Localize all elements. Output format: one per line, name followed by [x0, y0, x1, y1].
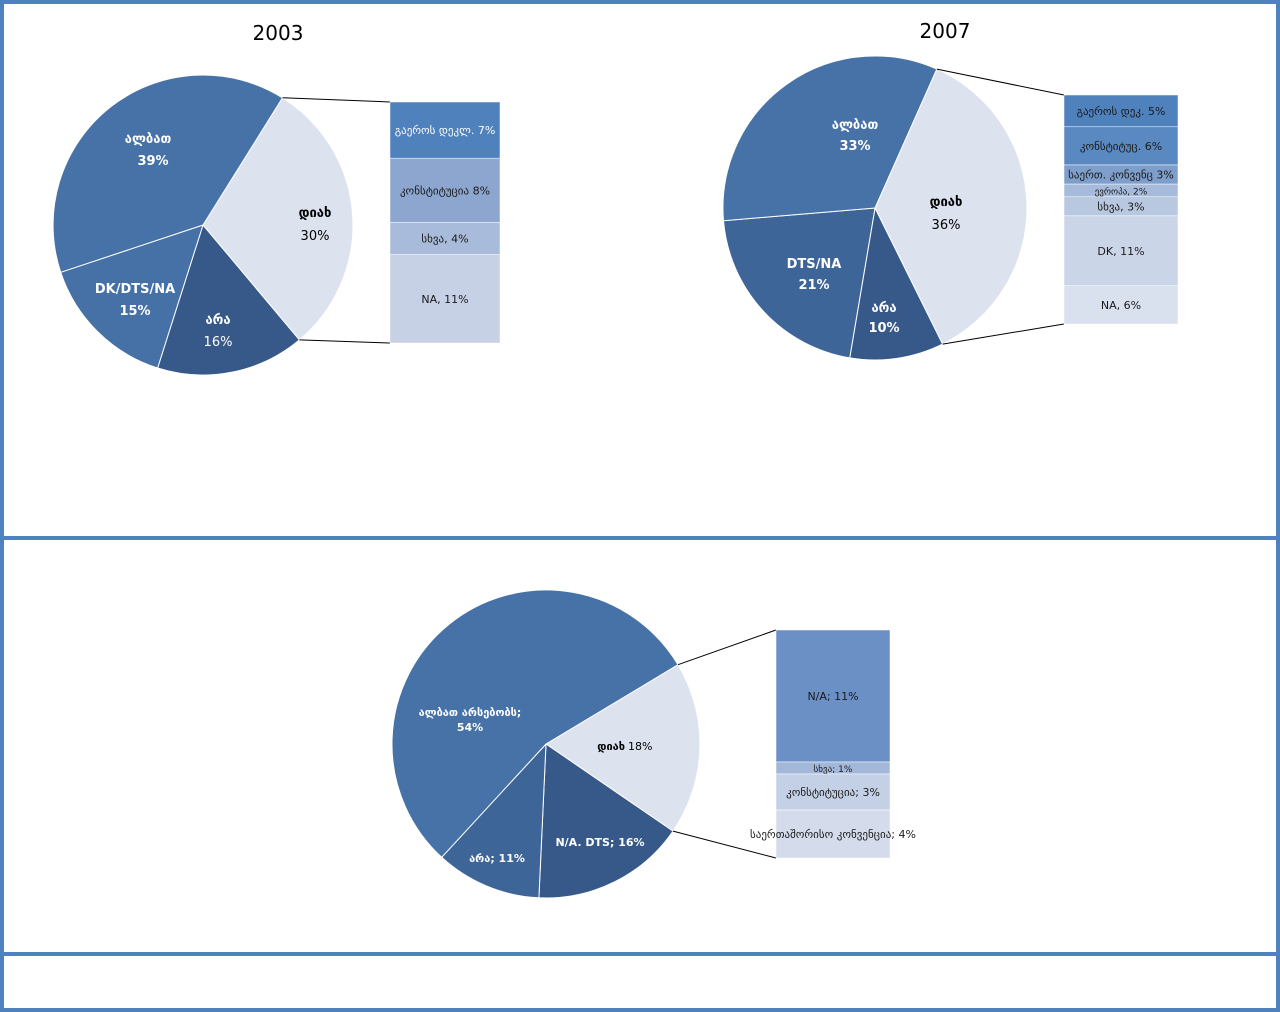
connector-line: [942, 323, 1065, 345]
slice-label: ალბათ არსებობს;: [419, 706, 522, 719]
slice-pct: 36%: [932, 218, 961, 233]
slice-label: N/A. DTS; 16%: [555, 836, 644, 849]
breakdown-label: NA, 11%: [421, 293, 468, 306]
pie-slice: [156, 223, 301, 376]
breakdown-label: საერთაშორისო კონვენცია; 4%: [750, 828, 916, 841]
pie-slice: [52, 74, 284, 273]
slice-pct: 39%: [137, 154, 168, 169]
breakdown-segment: [389, 254, 501, 344]
pie-chart-2007: 2007 გაეროს დეკ. 5% კონსტიტუც. 6% საერთ. კ…: [722, 19, 1179, 361]
pie-slice: [849, 206, 944, 361]
pie-slice: [722, 55, 938, 222]
slice-label: ალბათ: [832, 118, 879, 133]
pie-slice: [538, 743, 674, 899]
breakdown-segment: [1063, 215, 1179, 287]
slice-label: ალბათ: [125, 132, 172, 147]
slice-pct: 30%: [301, 229, 330, 244]
slice-pct: 54%: [457, 721, 483, 734]
breakdown-label: გაეროს დეკლ. 7%: [395, 124, 496, 137]
breakdown-segment: [389, 222, 501, 255]
pie-slice: [722, 207, 876, 359]
slice-pct: 10%: [868, 321, 899, 336]
breakdown-segment: [1063, 126, 1179, 166]
breakdown-segment: [775, 773, 891, 811]
pie-slice: [202, 97, 354, 341]
slice-label: DK/DTS/NA: [95, 282, 175, 297]
breakdown-segment: [775, 629, 891, 763]
breakdown-segment: [389, 101, 501, 159]
slice-pct: 18%: [628, 740, 652, 753]
slice-label: დიახ: [299, 206, 332, 221]
connector-line: [299, 339, 391, 344]
breakdown-label: ევროპა, 2%: [1095, 186, 1148, 197]
chart-title: 2007: [920, 19, 971, 43]
slice-label: დიახ: [597, 740, 625, 753]
breakdown-label: საერთ. კონვენც 3%: [1068, 169, 1174, 182]
slice-label: არა: [871, 301, 896, 316]
pie-slice: [391, 589, 679, 859]
breakdown-segment: [1063, 285, 1179, 325]
breakdown-label: კონსტიტუცია; 3%: [786, 786, 880, 799]
slice-label: არა; 11%: [469, 852, 525, 865]
slice-pct: 16%: [204, 335, 233, 350]
pie-slice: [874, 68, 1028, 345]
breakdown-label: DK, 11%: [1097, 245, 1144, 258]
slice-pct: 33%: [839, 139, 870, 154]
breakdown-segment: [1063, 94, 1179, 128]
slice-label: DTS/NA: [787, 257, 842, 272]
breakdown-label: სხვა, 4%: [421, 233, 468, 246]
connector-line: [936, 68, 1065, 96]
slice-pct: 15%: [119, 304, 150, 319]
breakdown-label: სხვა, 3%: [1097, 200, 1144, 213]
slice-pct: 21%: [798, 278, 829, 293]
slice-label: არა: [205, 313, 230, 328]
breakdown-label: NA, 6%: [1101, 299, 1141, 312]
slice-label: დიახ: [930, 195, 963, 210]
breakdown-label: N/A; 11%: [807, 690, 858, 703]
pie-slice: [545, 664, 701, 832]
pie-chart-third: N/A; 11% სხვა; 1% კონსტიტუცია; 3% საერთაშორ…: [391, 589, 916, 899]
breakdown-label: სხვა; 1%: [814, 764, 853, 775]
pie-chart-2003: 2003 გაეროს დეკლ. 7% კონსტიტუცია 8% სხვა, …: [52, 21, 501, 376]
connector-line: [677, 629, 777, 666]
connector-line: [282, 97, 391, 103]
breakdown-label: გაეროს დეკ. 5%: [1077, 105, 1166, 118]
breakdown-segment: [775, 809, 891, 859]
breakdown-label: კონსტიტუცია 8%: [400, 184, 490, 197]
breakdown-segment: [389, 157, 501, 223]
chart-title: 2003: [253, 21, 304, 45]
connector-line: [672, 830, 777, 859]
pie-slice: [440, 742, 547, 899]
breakdown-label: კონსტიტუც. 6%: [1080, 140, 1162, 153]
